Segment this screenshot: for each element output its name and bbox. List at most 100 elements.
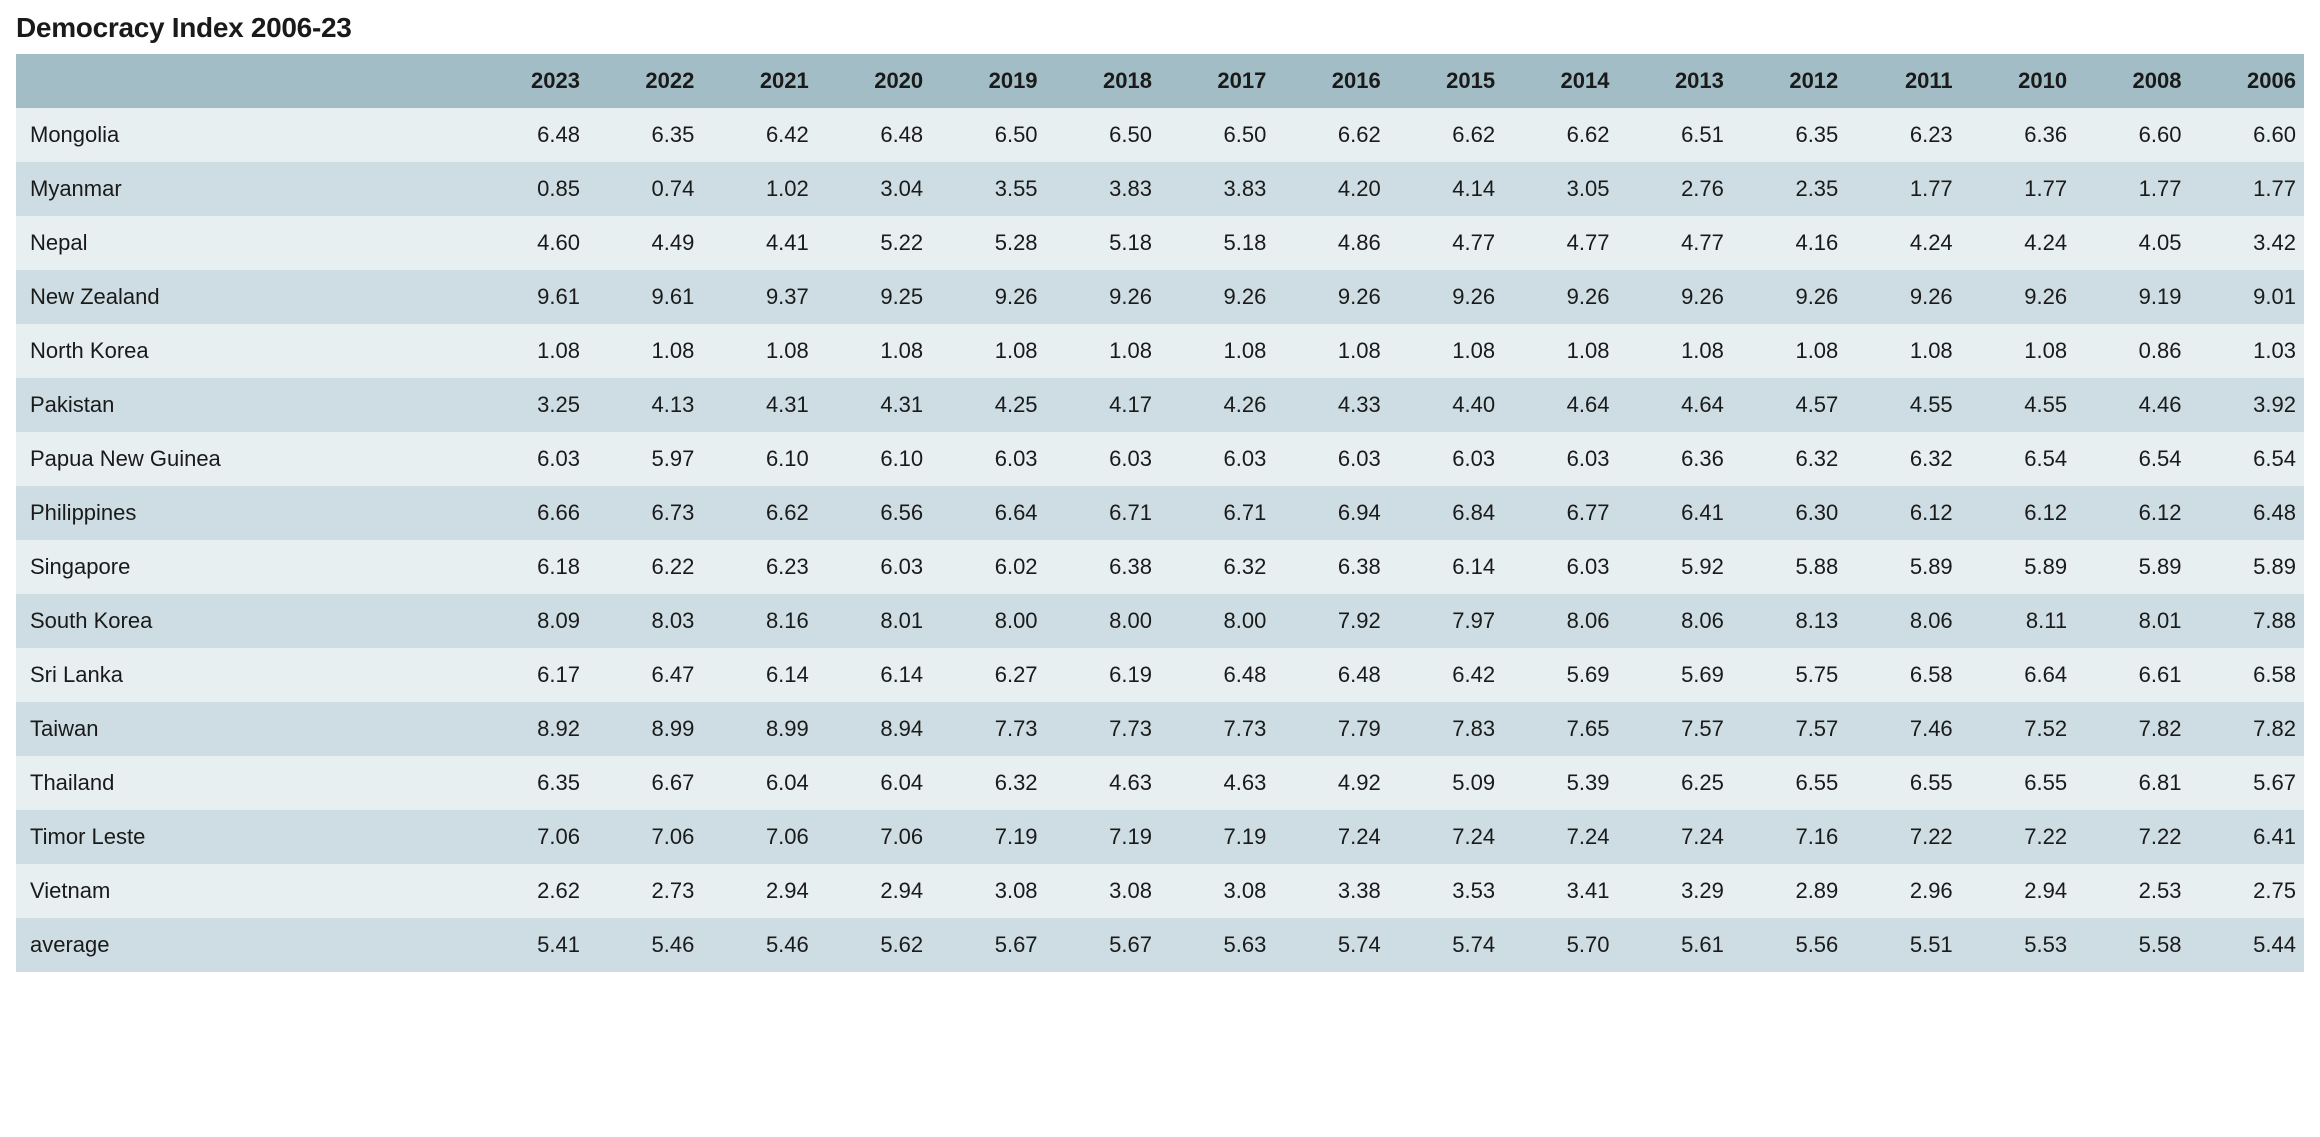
data-cell: 6.50 [1160, 108, 1274, 162]
table-row: Philippines6.666.736.626.566.646.716.716… [16, 486, 2304, 540]
data-cell: 0.74 [588, 162, 702, 216]
data-cell: 6.03 [817, 540, 931, 594]
data-cell: 1.08 [1503, 324, 1617, 378]
data-cell: 7.24 [1274, 810, 1388, 864]
data-cell: 6.10 [702, 432, 816, 486]
data-cell: 6.71 [1160, 486, 1274, 540]
data-cell: 3.29 [1618, 864, 1732, 918]
data-cell: 4.57 [1732, 378, 1846, 432]
data-cell: 9.37 [702, 270, 816, 324]
data-cell: 6.25 [1618, 756, 1732, 810]
data-cell: 4.64 [1618, 378, 1732, 432]
data-cell: 1.08 [1274, 324, 1388, 378]
data-cell: 4.77 [1389, 216, 1503, 270]
data-cell: 6.17 [474, 648, 588, 702]
data-cell: 6.50 [1046, 108, 1160, 162]
col-header-year: 2021 [702, 54, 816, 108]
data-cell: 4.41 [702, 216, 816, 270]
data-cell: 7.57 [1732, 702, 1846, 756]
data-cell: 5.67 [2189, 756, 2304, 810]
data-cell: 6.02 [931, 540, 1045, 594]
table-row: Timor Leste7.067.067.067.067.197.197.197… [16, 810, 2304, 864]
data-cell: 4.16 [1732, 216, 1846, 270]
data-cell: 6.62 [1503, 108, 1617, 162]
table-row: Vietnam2.622.732.942.943.083.083.083.383… [16, 864, 2304, 918]
data-cell: 1.08 [588, 324, 702, 378]
row-label: New Zealand [16, 270, 474, 324]
data-cell: 5.09 [1389, 756, 1503, 810]
row-label: Mongolia [16, 108, 474, 162]
data-cell: 6.56 [817, 486, 931, 540]
data-cell: 2.73 [588, 864, 702, 918]
data-cell: 8.11 [1961, 594, 2075, 648]
data-cell: 2.96 [1846, 864, 1960, 918]
data-cell: 6.47 [588, 648, 702, 702]
data-cell: 4.77 [1503, 216, 1617, 270]
row-label: Sri Lanka [16, 648, 474, 702]
data-cell: 5.39 [1503, 756, 1617, 810]
data-cell: 6.19 [1046, 648, 1160, 702]
data-cell: 6.60 [2075, 108, 2189, 162]
data-cell: 8.00 [1046, 594, 1160, 648]
data-cell: 6.64 [931, 486, 1045, 540]
data-cell: 7.22 [1846, 810, 1960, 864]
data-cell: 6.54 [2189, 432, 2304, 486]
table-row: South Korea8.098.038.168.018.008.008.007… [16, 594, 2304, 648]
data-cell: 7.73 [1046, 702, 1160, 756]
data-cell: 9.26 [1618, 270, 1732, 324]
data-cell: 7.19 [1160, 810, 1274, 864]
row-label: average [16, 918, 474, 972]
data-cell: 6.62 [1389, 108, 1503, 162]
data-cell: 7.46 [1846, 702, 1960, 756]
data-cell: 4.24 [1846, 216, 1960, 270]
row-label: Myanmar [16, 162, 474, 216]
data-cell: 3.38 [1274, 864, 1388, 918]
data-cell: 6.03 [1274, 432, 1388, 486]
data-cell: 9.26 [931, 270, 1045, 324]
col-header-year: 2011 [1846, 54, 1960, 108]
data-cell: 6.04 [702, 756, 816, 810]
data-cell: 8.99 [588, 702, 702, 756]
col-header-year: 2018 [1046, 54, 1160, 108]
data-cell: 6.61 [2075, 648, 2189, 702]
data-cell: 5.75 [1732, 648, 1846, 702]
data-cell: 5.28 [931, 216, 1045, 270]
data-cell: 6.04 [817, 756, 931, 810]
data-cell: 9.26 [1046, 270, 1160, 324]
data-cell: 7.06 [702, 810, 816, 864]
data-cell: 6.62 [1274, 108, 1388, 162]
data-cell: 6.41 [2189, 810, 2304, 864]
data-cell: 6.35 [588, 108, 702, 162]
col-header-country [16, 54, 474, 108]
data-cell: 6.48 [1274, 648, 1388, 702]
data-cell: 6.32 [1160, 540, 1274, 594]
col-header-year: 2013 [1618, 54, 1732, 108]
data-cell: 6.14 [817, 648, 931, 702]
data-cell: 3.42 [2189, 216, 2304, 270]
data-cell: 5.53 [1961, 918, 2075, 972]
col-header-year: 2017 [1160, 54, 1274, 108]
page-title: Democracy Index 2006-23 [16, 12, 2304, 44]
data-cell: 6.55 [1732, 756, 1846, 810]
data-cell: 4.05 [2075, 216, 2189, 270]
data-cell: 6.42 [702, 108, 816, 162]
data-cell: 4.92 [1274, 756, 1388, 810]
data-cell: 6.03 [931, 432, 1045, 486]
data-cell: 7.65 [1503, 702, 1617, 756]
row-label: Singapore [16, 540, 474, 594]
data-cell: 6.36 [1961, 108, 2075, 162]
data-cell: 5.69 [1618, 648, 1732, 702]
data-cell: 4.20 [1274, 162, 1388, 216]
row-label: Nepal [16, 216, 474, 270]
data-cell: 9.26 [1274, 270, 1388, 324]
data-cell: 6.66 [474, 486, 588, 540]
data-cell: 4.86 [1274, 216, 1388, 270]
col-header-year: 2020 [817, 54, 931, 108]
table-row: Nepal4.604.494.415.225.285.185.184.864.7… [16, 216, 2304, 270]
data-cell: 5.18 [1160, 216, 1274, 270]
data-cell: 5.92 [1618, 540, 1732, 594]
data-cell: 7.24 [1389, 810, 1503, 864]
data-cell: 5.58 [2075, 918, 2189, 972]
data-cell: 8.06 [1846, 594, 1960, 648]
table-body: Mongolia6.486.356.426.486.506.506.506.62… [16, 108, 2304, 972]
